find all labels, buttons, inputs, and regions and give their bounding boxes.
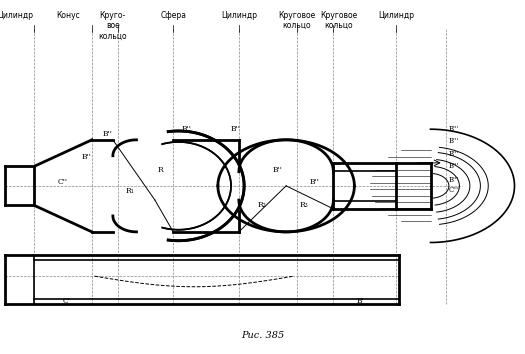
Text: B''': B''': [449, 162, 459, 170]
Text: C': C': [63, 297, 71, 305]
Text: B'': B'': [181, 125, 191, 133]
Text: Цилиндр: Цилиндр: [0, 11, 34, 19]
Text: Круговое
кольцо: Круговое кольцо: [278, 11, 315, 30]
Text: Сфера: Сфера: [160, 11, 186, 19]
Text: Рис. 385: Рис. 385: [241, 331, 284, 340]
Text: R: R: [158, 166, 163, 174]
Text: B'': B'': [81, 153, 91, 161]
Text: B''': B''': [449, 150, 459, 158]
Text: B'': B'': [102, 130, 112, 138]
Text: B'': B'': [310, 178, 320, 186]
Text: B'': B'': [231, 125, 241, 133]
Text: B': B': [357, 297, 365, 305]
Text: Круговое
кольцо: Круговое кольцо: [320, 11, 357, 30]
Text: R₂: R₂: [257, 201, 266, 209]
Text: B''': B''': [449, 176, 459, 184]
Text: Цилиндр: Цилиндр: [379, 11, 414, 19]
Text: B'': B'': [273, 166, 283, 174]
Text: B''': B''': [449, 137, 459, 145]
Text: Конус: Конус: [56, 11, 80, 19]
Text: Цилиндр: Цилиндр: [221, 11, 257, 19]
Text: R₁: R₁: [126, 187, 135, 195]
Text: R₃: R₃: [299, 201, 308, 209]
Text: C'': C'': [58, 178, 68, 186]
Text: B''': B''': [449, 125, 459, 133]
Text: C''': C''': [449, 186, 460, 194]
Text: Круго-
вое
кольцо: Круго- вое кольцо: [99, 11, 127, 40]
